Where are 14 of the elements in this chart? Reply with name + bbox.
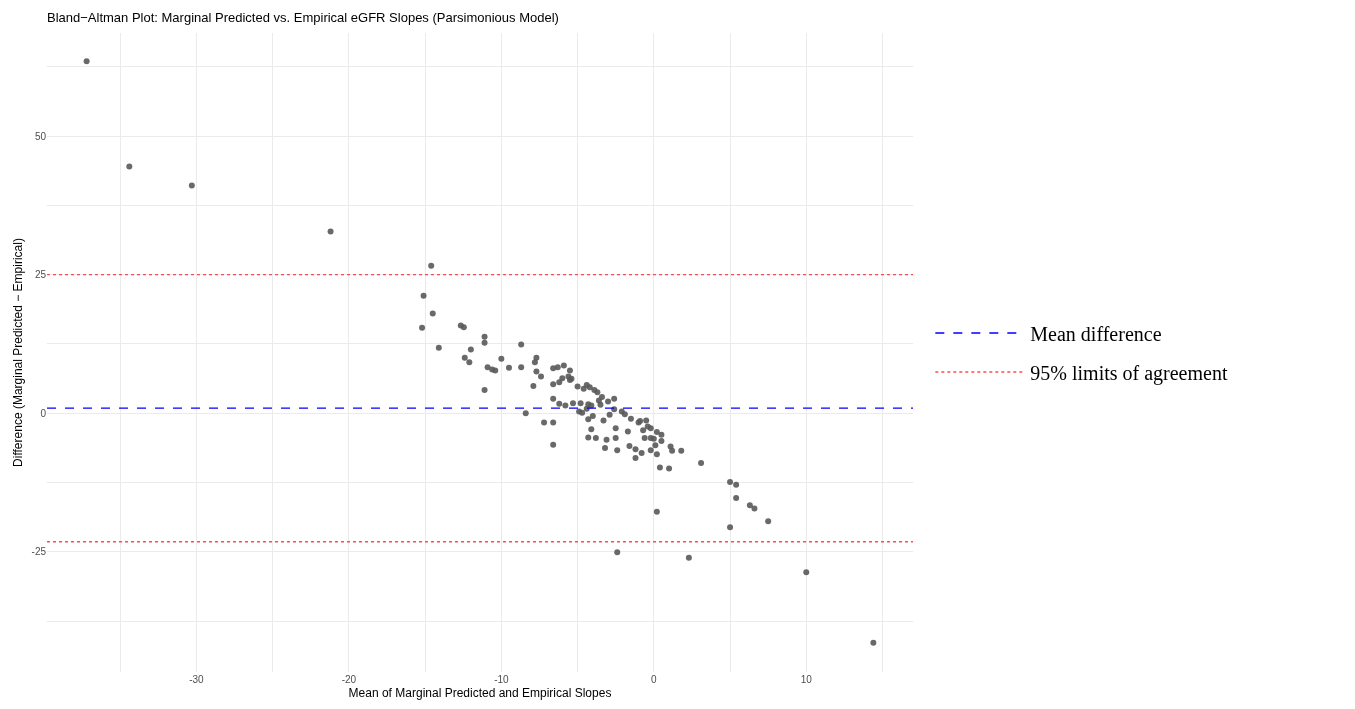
y-tick-label: 0 — [40, 407, 47, 419]
chart-title: Bland−Altman Plot: Marginal Predicted vs. Empirical eGFR Slopes (Parsimonious Model) — [47, 9, 559, 25]
x-tick-label: -10 — [494, 674, 510, 685]
legend-label: Mean difference — [1030, 322, 1162, 345]
legend-label: 95% limits of agreement — [1030, 361, 1228, 385]
x-tick-label: -20 — [341, 674, 357, 685]
y-tick-label: 25 — [34, 269, 47, 281]
x-tick-label: 10 — [800, 674, 813, 685]
x-tick-label: -30 — [189, 674, 205, 685]
x-axis-title: Mean of Marginal Predicted and Empirical Slopes — [348, 685, 612, 700]
x-tick-label: 0 — [651, 674, 658, 685]
y-tick-label: -25 — [31, 546, 47, 558]
y-axis-title: Difference (Marginal Predicted − Empirical) — [10, 238, 25, 467]
y-tick-label: 50 — [34, 130, 47, 142]
